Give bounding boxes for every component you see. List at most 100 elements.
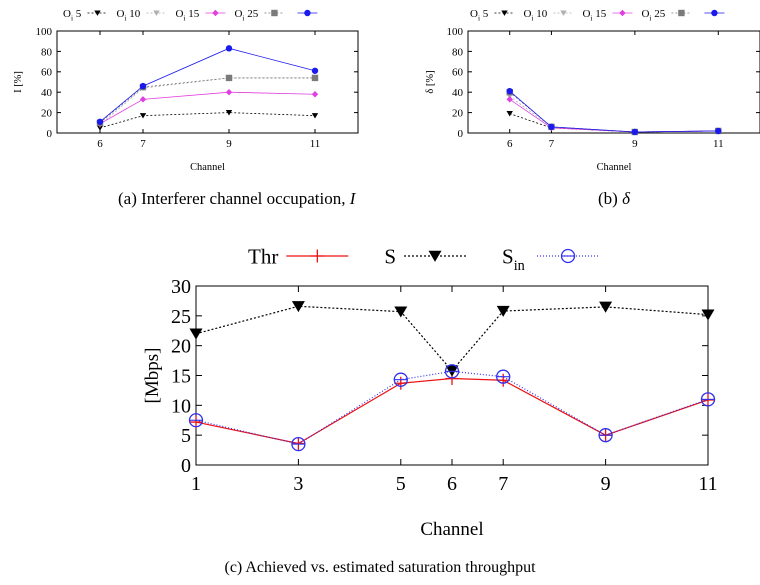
y-tick-label: 80 (452, 46, 464, 58)
y-tick-label: 40 (452, 87, 464, 99)
legend-label: Oi 5 (63, 8, 82, 23)
data-point (394, 376, 408, 390)
legend-marker (711, 9, 718, 17)
legend-entry-2: Oi 15 (582, 8, 633, 22)
series-line-2 (99, 91, 316, 125)
legend-entry-2: Sin (502, 244, 600, 274)
x-tick-label: 11 (310, 138, 321, 150)
x-tick-label: 7 (498, 473, 508, 495)
legend-entry-0: Thr (248, 244, 349, 268)
data-point (311, 74, 319, 82)
data-point (444, 364, 460, 379)
legend-label: Oi 15 (175, 8, 199, 23)
data-point (599, 301, 613, 313)
data-point (291, 436, 306, 452)
y-tick-label: 15 (171, 366, 191, 388)
data-point (548, 123, 555, 131)
y-tick-label: 0 (47, 128, 53, 140)
y-tick-label: 10 (171, 395, 191, 417)
y-tick-label: 25 (171, 306, 191, 328)
data-point (188, 413, 204, 428)
legend-entry-1: S (384, 244, 467, 268)
data-point (496, 369, 511, 384)
x-tick-label: 6 (97, 138, 103, 150)
x-tick-label: 6 (447, 473, 457, 495)
plot-frame (56, 30, 359, 134)
plot-frame (467, 30, 760, 134)
data-point (631, 128, 639, 136)
legend-marker (619, 9, 626, 17)
legend-marker (153, 10, 160, 16)
legend-entry-0: Oi 5 (63, 8, 108, 23)
legend-marker (310, 249, 324, 263)
y-tick-label: 60 (41, 67, 53, 79)
chart-b: 0 20 40 60 80 100 6 7 9 11 Channel δ [%] Oi 5 Oi 10 Oi… (425, 8, 760, 208)
x-tick-label: 7 (140, 138, 146, 150)
series-line-0 (195, 377, 709, 445)
data-point (225, 45, 233, 52)
legend-marker (212, 9, 219, 17)
data-point (506, 111, 513, 117)
data-point (139, 96, 147, 103)
series-line-1 (99, 77, 315, 126)
legend-entry-3: Oi 25 (641, 8, 692, 22)
legend-entry-4 (297, 9, 318, 17)
y-tick-label: 20 (41, 107, 53, 119)
data-point (225, 74, 233, 82)
figure-caption: (b) δ (598, 189, 631, 208)
data-point (701, 309, 715, 321)
legend-entry-0: Oi 5 (470, 8, 515, 23)
y-tick-label: 30 (171, 276, 191, 298)
data-point (598, 428, 613, 443)
x-tick-label: 5 (396, 473, 406, 495)
data-point (189, 328, 203, 340)
legend-label: Oi 10 (523, 8, 547, 23)
data-point (496, 305, 510, 317)
x-axis-label: Channel (420, 519, 483, 540)
y-axis-label: [Mbps] (142, 348, 163, 404)
x-tick-label: 3 (293, 473, 303, 495)
series-line-3 (509, 91, 719, 133)
x-tick-label: 9 (226, 138, 232, 150)
x-tick-label: 6 (507, 138, 513, 150)
y-tick-label: 5 (181, 425, 191, 447)
data-point (225, 89, 233, 96)
x-axis-label: Channel (190, 162, 225, 173)
legend-marker (304, 9, 311, 17)
x-tick-label: 9 (601, 473, 611, 495)
series-line-3 (99, 77, 315, 124)
x-tick-label: 11 (698, 473, 717, 495)
legend-label: Oi 5 (470, 8, 489, 23)
figure-caption: (c) Achieved vs. estimated saturation th… (224, 559, 536, 576)
series-line-1 (509, 95, 719, 133)
chart-a: 0 20 40 60 80 100 6 7 9 11 Channel I [%] Oi 5 Oi 10 Oi… (13, 8, 359, 208)
data-point (311, 113, 319, 119)
data-point (700, 392, 716, 407)
series-line-2 (509, 99, 719, 133)
y-tick-label: 20 (452, 107, 464, 119)
legend-marker (94, 10, 101, 16)
x-tick-label: 7 (549, 138, 555, 150)
legend-marker (501, 10, 508, 16)
x-tick-label: 9 (632, 138, 638, 150)
series-line-4 (509, 90, 719, 133)
figure-caption: (a) Interferer channel occupation, I (118, 189, 357, 208)
data-point (506, 87, 513, 95)
series-line-4 (99, 47, 316, 123)
y-axis-label: δ [%] (425, 70, 436, 93)
y-axis-label: I [%] (13, 71, 24, 93)
y-tick-label: 20 (171, 336, 191, 358)
legend-entry-3: Oi 25 (234, 8, 285, 22)
data-point (506, 96, 513, 103)
data-point (139, 82, 147, 90)
data-point (96, 125, 104, 131)
legend-label: Oi 10 (116, 8, 140, 23)
x-tick-label: 11 (713, 138, 724, 150)
legend-marker (271, 9, 278, 17)
data-point (225, 110, 233, 116)
y-tick-label: 100 (36, 26, 53, 38)
data-point (139, 113, 147, 119)
y-tick-label: 0 (458, 128, 464, 140)
legend-label: S (384, 244, 396, 268)
